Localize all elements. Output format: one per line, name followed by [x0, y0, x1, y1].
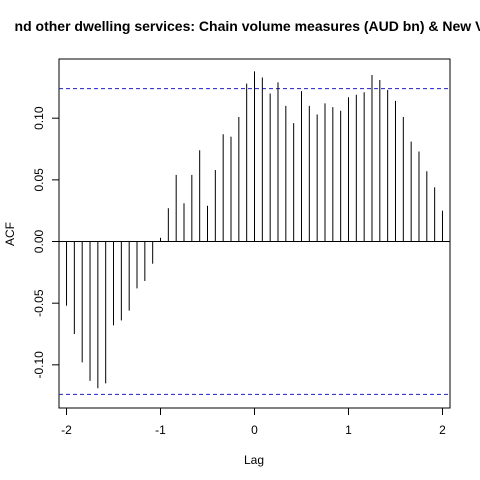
y-axis-label: ACF — [3, 222, 17, 246]
y-tick-label: 0.00 — [32, 230, 46, 254]
x-tick-label: -1 — [155, 423, 166, 437]
x-tick-label: 2 — [439, 423, 446, 437]
x-tick-label: -2 — [61, 423, 72, 437]
y-tick-label: -0.05 — [32, 289, 46, 317]
acf-bars — [66, 71, 443, 389]
x-axis-label: Lag — [244, 453, 264, 467]
x-axis: -2 -1 0 1 2 — [61, 407, 446, 437]
x-tick-label: 0 — [251, 423, 258, 437]
y-axis: -0.10 -0.05 0.00 0.05 0.10 — [32, 106, 60, 379]
x-tick-label: 1 — [345, 423, 352, 437]
y-tick-label: -0.10 — [32, 351, 46, 379]
y-tick-label: 0.05 — [32, 168, 46, 192]
chart-title: nd other dwelling services: Chain volume… — [15, 18, 480, 34]
y-tick-label: 0.10 — [32, 106, 46, 130]
